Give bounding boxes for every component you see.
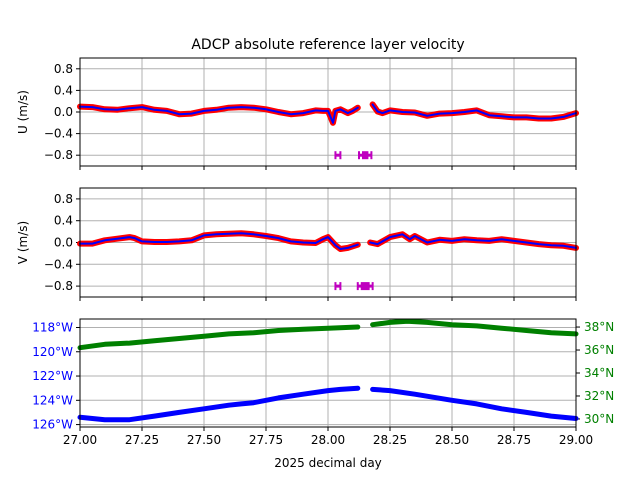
y-tick-label: 0.8 (54, 192, 73, 206)
x-tick-label: 27.00 (63, 433, 97, 447)
velocity-points-inner (79, 103, 577, 124)
latitude-tick-label: 34°N (584, 366, 614, 380)
y-tick-label: 0.0 (54, 105, 73, 119)
latitude-tick-label: 32°N (584, 389, 614, 403)
v-axis-label: V (m/s) (16, 221, 30, 264)
y-tick-label: 0.0 (54, 236, 73, 250)
longitude-track (77, 385, 579, 423)
y-tick-label: −0.8 (44, 148, 73, 162)
u-axis-label: U (m/s) (16, 90, 30, 134)
position-panel: 27.00 27.25 27.50 27.75 28.00 28.25 28.50 28.75… (32, 318, 614, 447)
x-axis-label: 2025 decimal day (274, 456, 382, 470)
v-velocity-panel: 0.8 0.4 0.0 −0.4 −0.8 V (m/s) (16, 187, 579, 301)
latitude-tick-label: 30°N (584, 412, 614, 426)
u-velocity-panel: 0.8 0.4 0.0 −0.4 −0.8 U (m/s) (16, 57, 579, 170)
latitude-tick-label: 38°N (584, 320, 614, 334)
flag-block (360, 282, 370, 291)
flag-block (362, 151, 369, 160)
x-tick-label: 27.75 (249, 433, 283, 447)
x-tick-label: 28.25 (373, 433, 407, 447)
latitude-track (77, 318, 579, 351)
y-tick-label: 0.8 (54, 62, 73, 76)
velocity-points-inner (79, 232, 577, 250)
plot-frame (79, 318, 577, 428)
plot-frame (79, 57, 577, 167)
y-tick-label: 0.4 (54, 83, 73, 97)
x-tick-label: 29.00 (559, 433, 593, 447)
longitude-tick-label: 124°W (32, 393, 73, 407)
x-tick-label: 27.50 (187, 433, 221, 447)
x-tick-label: 28.50 (435, 433, 469, 447)
longitude-tick-label: 122°W (32, 369, 73, 383)
longitude-tick-label: 118°W (32, 320, 73, 334)
x-tick-label: 27.25 (125, 433, 159, 447)
longitude-tick-label: 126°W (32, 418, 73, 432)
plot-frame (79, 187, 577, 298)
y-tick-label: −0.8 (44, 279, 73, 293)
x-tick-label: 28.75 (497, 433, 531, 447)
longitude-tick-label: 120°W (32, 345, 73, 359)
y-tick-label: −0.4 (44, 127, 73, 141)
x-tick-label: 28.00 (311, 433, 345, 447)
y-tick-label: −0.4 (44, 257, 73, 271)
y-tick-label: 0.4 (54, 214, 73, 228)
chart-title: ADCP absolute reference layer velocity (191, 37, 464, 53)
latitude-tick-label: 36°N (584, 343, 614, 357)
